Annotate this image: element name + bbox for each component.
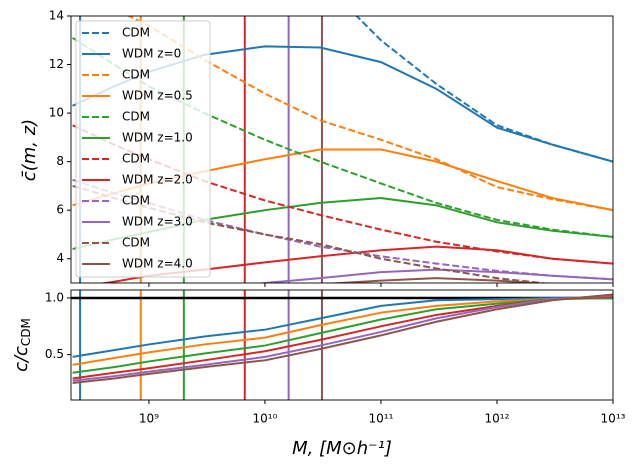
legend: CDM WDM z=0 CDM WDM z=0.5 CDM WDM z=1.0 CDM WDM… [75,20,211,278]
x-tick-label: 10¹⁰ [252,412,277,426]
line [72,296,613,374]
legend-label: WDM z=3.0 [122,215,193,229]
x-tick-label: 10⁹ [139,412,159,426]
legend-label: CDM [122,68,150,82]
legend-label: WDM z=0 [122,47,181,61]
y-tick-label: 6 [56,203,64,217]
line [72,184,551,283]
legend-label: CDM [122,236,150,250]
axes-frame [70,289,614,401]
y-axis-label: c̄(m, z) [19,119,40,181]
y-tick-label: 10 [49,106,64,120]
x-tick-label: 10¹² [485,412,510,426]
line [256,268,613,283]
legend-label: CDM [122,194,150,208]
legend-label: CDM [122,110,150,124]
y-tick-label: 0.5 [45,347,64,361]
line [126,16,613,212]
line [72,295,613,380]
line [323,277,550,283]
line [72,294,613,382]
x-tick-label: 10¹¹ [369,412,394,426]
y-tick-label: 1.0 [45,290,64,304]
x-tick-label: 10¹³ [601,412,626,426]
y-tick-label: 14 [49,9,64,23]
y-tick-label: 12 [49,57,64,71]
axes-frame [70,15,614,284]
plot-area [71,290,613,400]
y-tick-label: 8 [56,154,64,168]
line [72,296,613,358]
legend-label: WDM z=2.0 [122,173,193,187]
y-tick-label: 4 [56,251,64,265]
line [98,245,613,283]
legend-label: WDM z=4.0 [122,257,193,271]
legend-label: WDM z=1.0 [122,131,193,145]
line [72,296,613,366]
x-axis-label: M, [M⊙h⁻¹] [292,438,392,459]
legend-box [75,20,211,278]
line [72,293,613,384]
legend-label: CDM [122,152,150,166]
y-axis-label: c/cCDM [11,318,33,372]
legend-label: WDM z=0.5 [122,89,193,103]
legend-label: CDM [122,26,150,40]
